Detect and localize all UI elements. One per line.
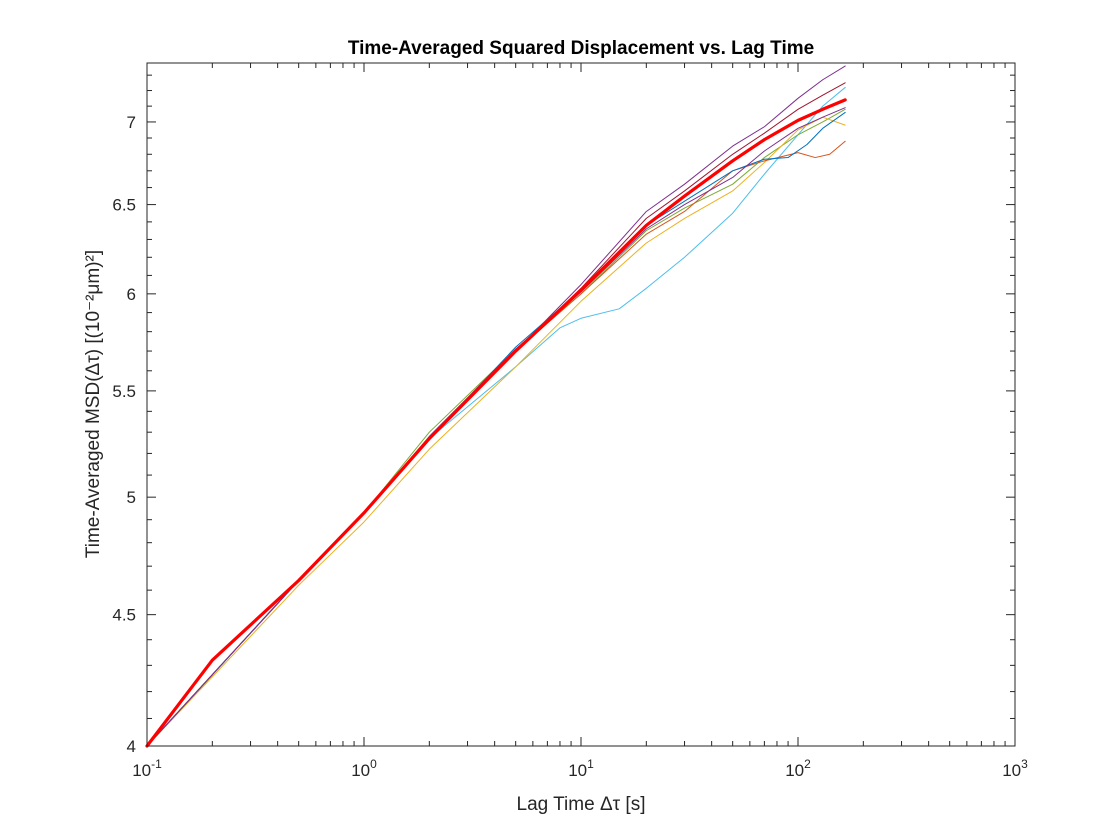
y-axis-label: Time-Averaged MSD(Δτ) [(10⁻²μm)²] [83,250,104,558]
y-tick-label: 5.5 [112,382,136,401]
x-axis-label: Lag Time Δτ [s] [517,794,646,815]
x-tick-label: 100 [351,757,377,780]
series-line-5 [146,116,846,747]
y-tick-label: 7 [127,113,136,132]
y-tick-label: 5 [127,488,136,507]
x-tick-label: 103 [1002,757,1028,780]
series-layer [145,65,847,748]
series-line-mean [145,98,847,748]
y-tick-label: 6.5 [112,196,136,215]
y-tick-label: 6 [127,285,136,304]
y-tick-label: 4.5 [112,606,136,625]
chart-title: Time-Averaged Squared Displacement vs. L… [348,38,814,59]
x-tick-label: 101 [568,757,594,780]
x-tick-label: 102 [785,757,811,780]
y-tick-label: 4 [127,737,136,756]
x-tick-label: 10-1 [132,757,162,780]
tick-labels-layer: 10-1 100 101 102 103 4 4.5 5 5.5 6 6.5 7 [112,113,1028,780]
plot-area [147,63,1015,746]
ticks-layer [146,63,1016,747]
